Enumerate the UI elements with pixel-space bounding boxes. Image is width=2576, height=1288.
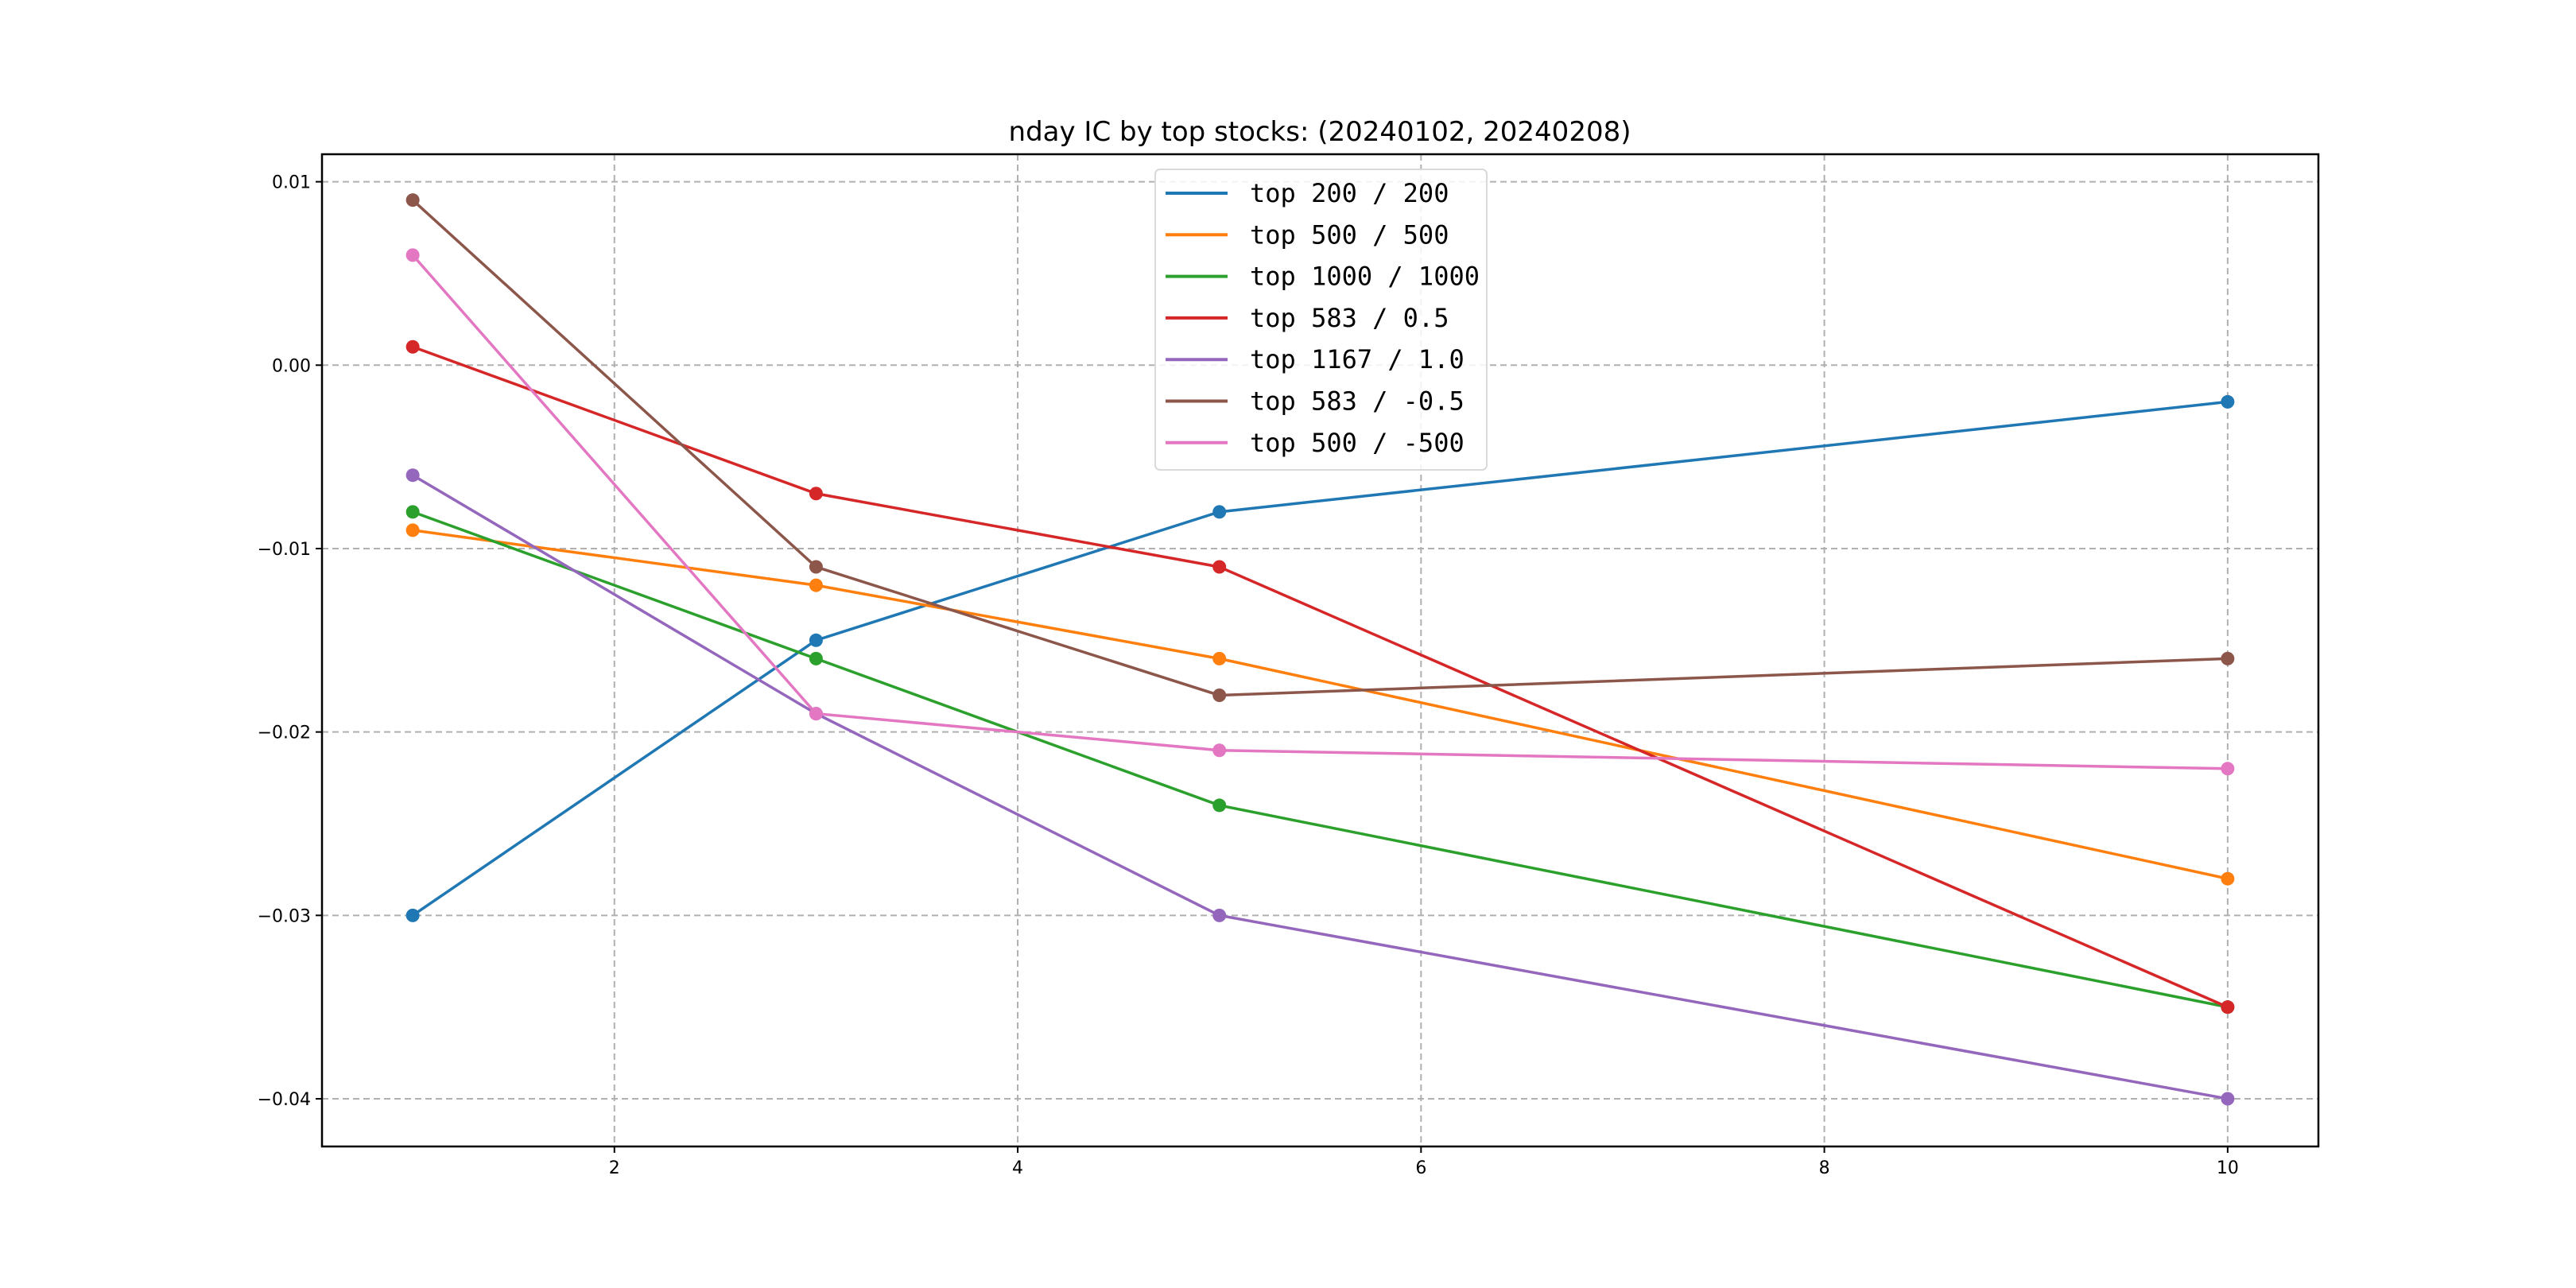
plot-frame	[320, 153, 2320, 1148]
data-point	[405, 339, 420, 354]
legend-entry-label: top 583 / -0.5	[1250, 386, 1465, 417]
data-point	[405, 193, 420, 208]
axis-ticks: 2 4 6 8 10 0.01 0.00 −0.01 −0.02 −0.03 −0.04	[258, 173, 2239, 1178]
x-tick-label: 6	[1415, 1158, 1426, 1178]
data-point	[2221, 762, 2235, 776]
data-point	[809, 707, 823, 721]
series-top-200-200	[405, 394, 2235, 922]
data-point	[405, 505, 420, 519]
series-group	[405, 193, 2235, 1106]
y-tick-label: −0.02	[258, 724, 311, 743]
y-tick-label: −0.04	[258, 1090, 311, 1110]
data-point	[1212, 651, 1227, 665]
data-point	[1212, 689, 1227, 703]
series-top-500-500	[405, 523, 2235, 886]
data-point	[1212, 908, 1227, 922]
series-line	[412, 400, 2229, 917]
legend-entry-label: top 500 / 500	[1250, 219, 1449, 250]
data-point	[2221, 394, 2235, 409]
legend-entry-label: top 1000 / 1000	[1250, 262, 1480, 292]
x-tick-label: 8	[1819, 1158, 1830, 1178]
series-line	[412, 529, 2229, 880]
chart-title: nday IC by top stocks: (20240102, 202402…	[1009, 116, 1631, 148]
x-tick-label: 10	[2217, 1158, 2239, 1178]
series-line	[411, 199, 2228, 697]
data-point	[2221, 1000, 2235, 1014]
y-tick-label: 0.01	[272, 173, 311, 193]
data-point	[1212, 505, 1227, 519]
data-point	[2221, 1092, 2235, 1106]
data-point	[405, 248, 420, 262]
series-top-583-0-5	[405, 339, 2235, 1014]
data-point	[405, 468, 420, 483]
series-top-583-0-5	[405, 193, 2235, 703]
y-tick-label: −0.01	[258, 540, 311, 560]
y-tick-label: −0.03	[258, 906, 311, 926]
series-top-500-500	[405, 248, 2235, 776]
data-point	[809, 560, 823, 574]
legend-box	[1154, 169, 1488, 471]
data-point	[1212, 798, 1227, 813]
legend-entry-label: top 1167 / 1.0	[1250, 344, 1465, 374]
data-point	[1212, 560, 1227, 574]
legend-entry-label: top 200 / 200	[1250, 178, 1449, 208]
series-line	[412, 474, 2229, 1100]
data-point	[809, 487, 823, 501]
legend-entry-label: top 500 / -500	[1250, 428, 1465, 458]
y-tick-label: 0.00	[272, 356, 311, 376]
x-tick-label: 2	[609, 1158, 620, 1178]
data-point	[809, 633, 823, 647]
data-point	[2221, 871, 2235, 886]
legend: top 200 / 200 top 500 / 500 top 1000 / 100…	[1154, 169, 1488, 471]
data-point	[405, 908, 420, 922]
legend-entry-label: top 583 / 0.5	[1250, 303, 1449, 333]
series-line	[412, 345, 2229, 1009]
series-line	[411, 254, 2228, 770]
data-point	[2221, 651, 2235, 665]
data-point	[809, 651, 823, 665]
data-point	[405, 523, 420, 537]
data-point	[1212, 743, 1227, 758]
data-point	[809, 578, 823, 592]
x-tick-label: 4	[1012, 1158, 1023, 1178]
